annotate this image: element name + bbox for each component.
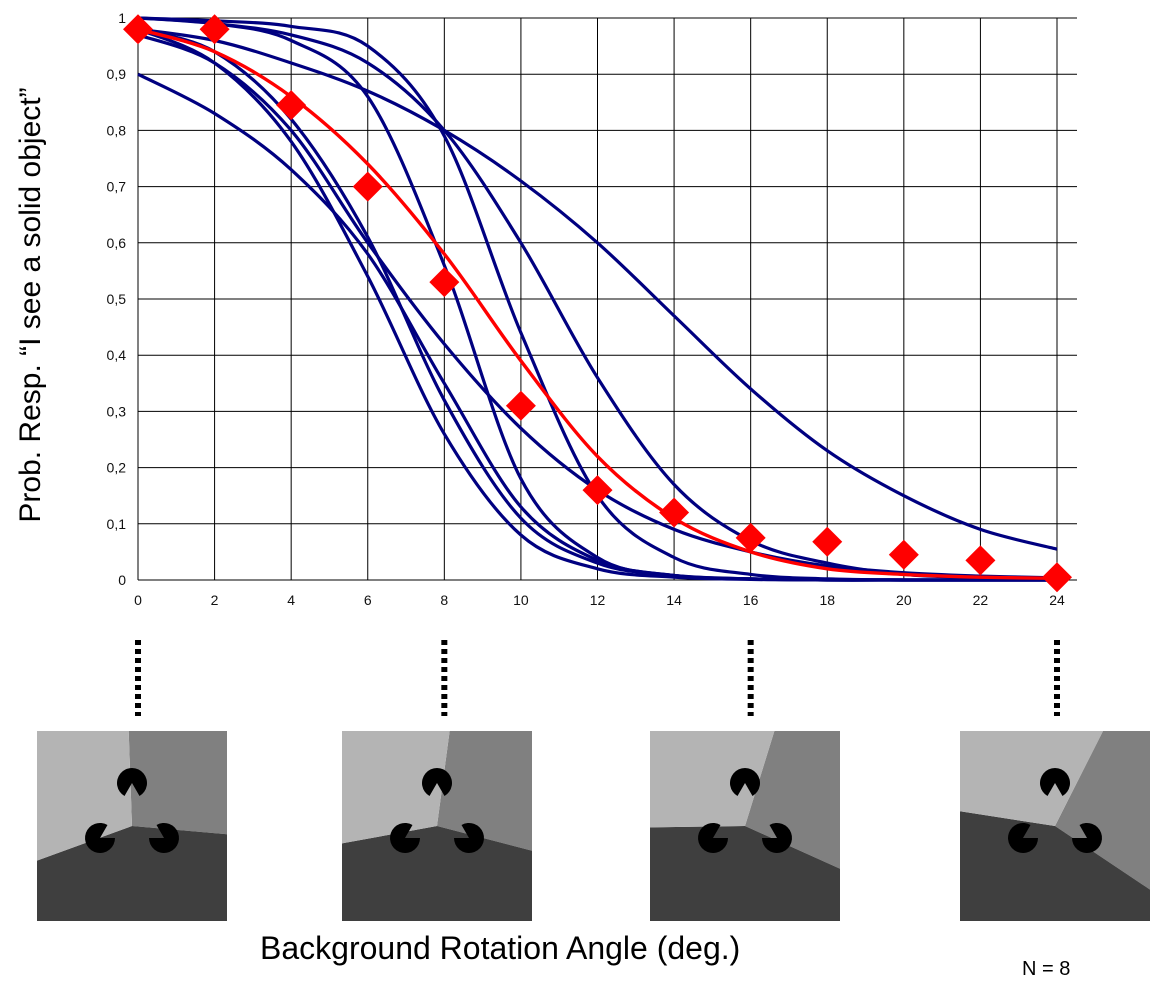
mean-data-point [735, 522, 766, 553]
pacman-inducer [117, 768, 147, 796]
x-tick-label: 4 [287, 592, 295, 608]
mean-data-points [123, 14, 1072, 593]
y-tick-label: 0,5 [107, 291, 127, 307]
x-tick-label: 8 [440, 592, 448, 608]
tick-labels: 0 2 4 6 8 10 12 14 16 18 20 22 2400,10,20,30,40,50,6… [107, 10, 1065, 608]
stimulus-image [37, 731, 227, 921]
background-sector [128, 731, 227, 835]
y-tick-label: 0,6 [107, 235, 127, 251]
x-tick-label: 18 [819, 592, 835, 608]
background-sector [37, 731, 132, 861]
mean-data-point [965, 545, 996, 576]
mean-data-point [812, 526, 843, 557]
x-tick-label: 14 [666, 592, 682, 608]
observer-fit-curve [137, 16, 1057, 582]
sample-size-note: N = 8 [1022, 958, 1071, 980]
x-tick-label: 12 [590, 592, 606, 608]
pacman-inducer [390, 822, 420, 853]
pacman-inducer [762, 822, 792, 853]
mean-data-point [659, 497, 690, 528]
background-sector [960, 731, 1103, 826]
background-sector [342, 826, 532, 921]
pacman-inducer [1072, 822, 1102, 853]
mean-data-point [888, 539, 919, 570]
x-tick-label: 10 [513, 592, 529, 608]
pacman-inducer [422, 768, 452, 796]
background-sector [650, 731, 775, 828]
y-tick-label: 0,7 [107, 179, 127, 195]
mean-data-point [505, 390, 536, 421]
pacman-inducer [149, 822, 179, 853]
y-tick-label: 0,9 [107, 66, 127, 82]
y-tick-label: 0 [118, 572, 126, 588]
mean-data-point [123, 14, 153, 45]
mean-data-point [429, 267, 460, 298]
mean-data-point [1042, 562, 1072, 593]
y-axis-title: Prob. Resp. “I see a solid object” [14, 87, 47, 522]
mean-data-point [582, 475, 613, 506]
stimulus-connectors [135, 640, 1060, 716]
y-tick-label: 1 [118, 10, 126, 26]
y-tick-label: 0,2 [107, 460, 127, 476]
background-sector [650, 826, 840, 921]
mean-data-point [276, 90, 307, 121]
stimulus-image [960, 731, 1150, 921]
pacman-inducer [1008, 822, 1038, 853]
stimulus-image [342, 731, 532, 921]
y-tick-label: 0,3 [107, 403, 127, 419]
background-sector [1055, 731, 1150, 890]
x-tick-label: 22 [973, 592, 989, 608]
x-tick-label: 6 [364, 592, 372, 608]
x-tick-label: 20 [896, 592, 912, 608]
x-tick-label: 24 [1049, 592, 1065, 608]
x-tick-label: 0 [134, 592, 142, 608]
background-sector [342, 731, 450, 844]
background-sector [437, 731, 532, 851]
y-tick-label: 0,4 [107, 347, 127, 363]
background-sector [960, 811, 1150, 921]
mean-data-point [352, 171, 383, 202]
background-sector [37, 826, 227, 921]
x-tick-label: 16 [743, 592, 759, 608]
pacman-inducer [85, 822, 115, 853]
pacman-inducer [454, 822, 484, 853]
pacman-inducer [730, 768, 760, 796]
x-axis-title: Background Rotation Angle (deg.) [260, 930, 741, 966]
pacman-inducer [698, 822, 728, 853]
pacman-inducer [1040, 768, 1070, 796]
y-tick-label: 0,8 [107, 122, 127, 138]
x-tick-label: 2 [211, 592, 219, 608]
mean-data-point [199, 14, 230, 45]
background-sector [745, 731, 840, 869]
y-tick-label: 0,1 [107, 516, 127, 532]
stimulus-image [650, 731, 840, 921]
observer-fit-curve [137, 27, 1058, 551]
